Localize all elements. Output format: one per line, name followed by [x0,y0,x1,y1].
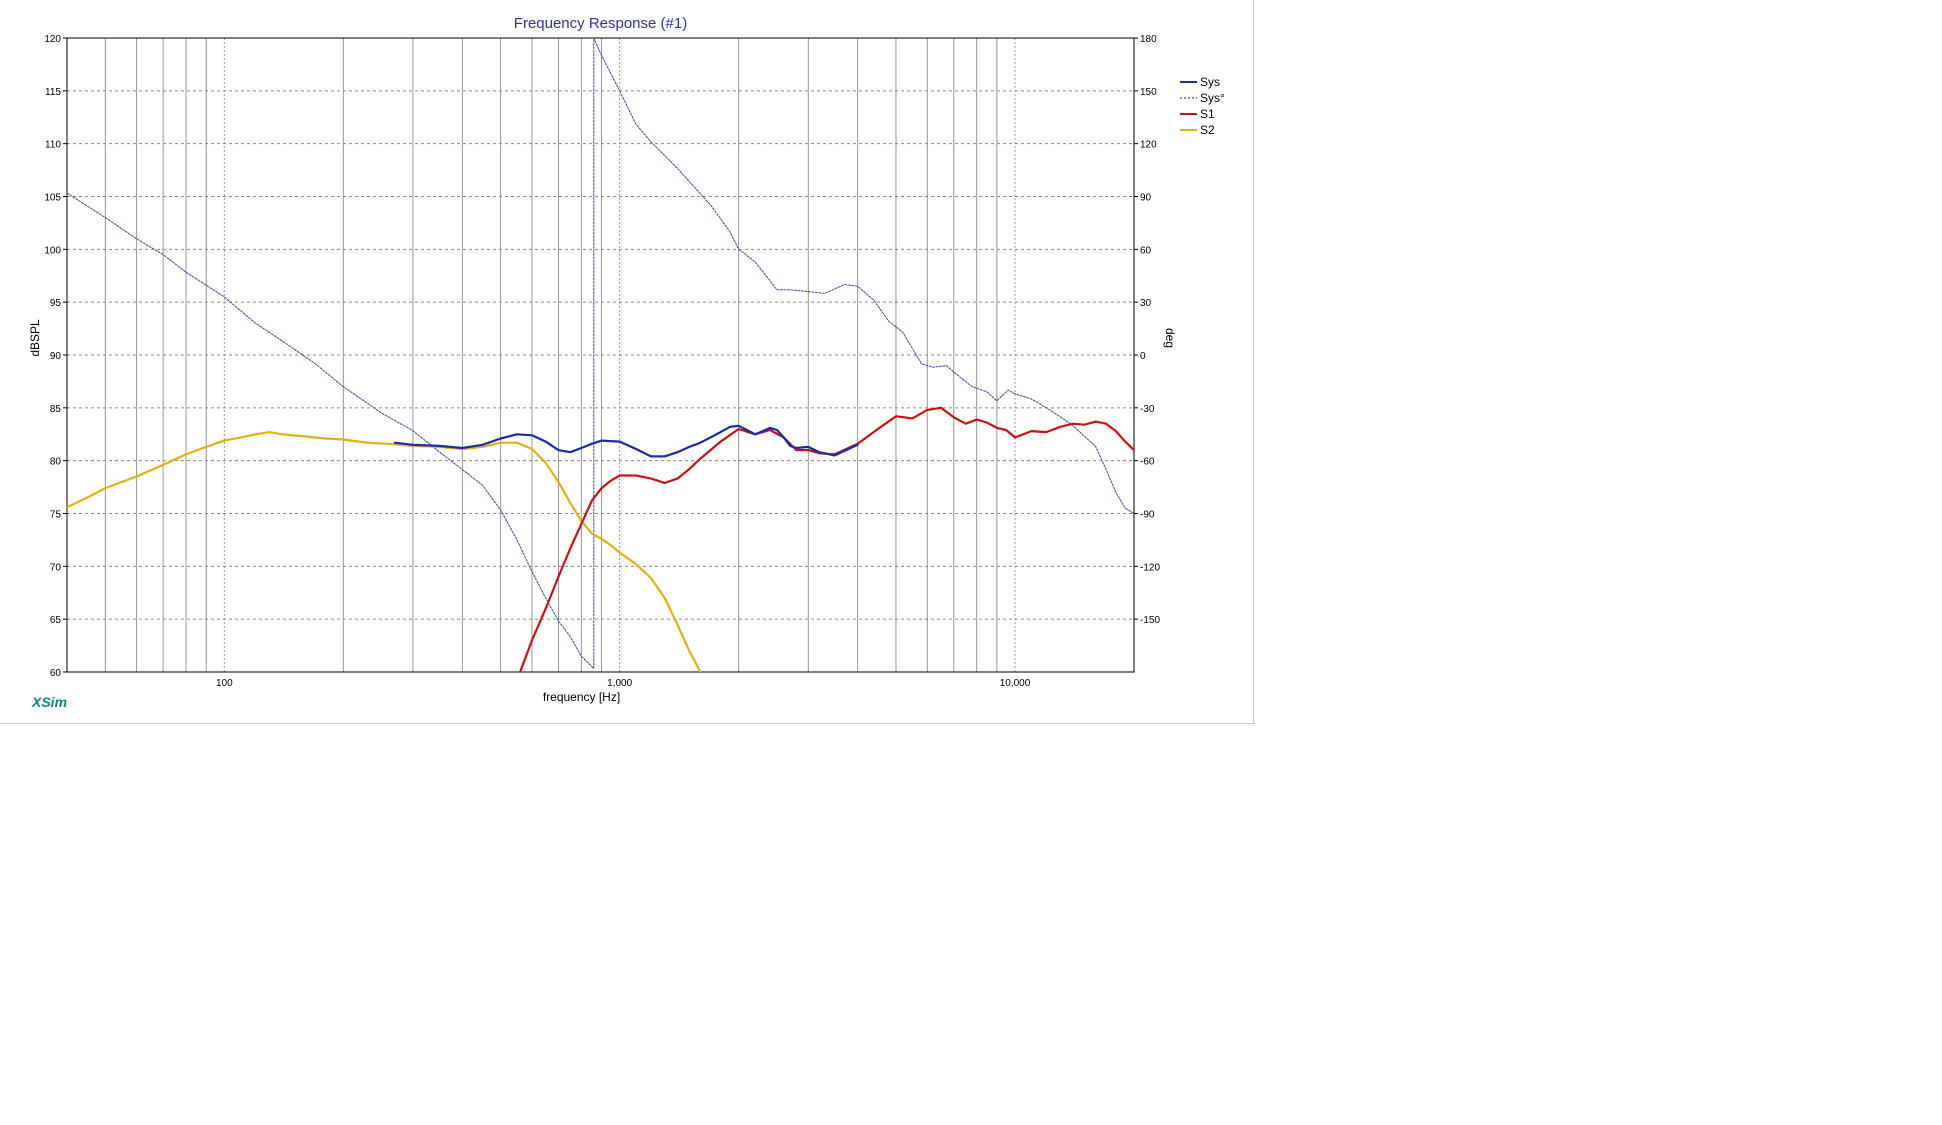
frequency-response-chart: Frequency Response (#1) dBSPL deg freque… [28,15,1225,704]
y-tick-label: 70 [50,562,62,573]
y2-axis-label: deg [1163,328,1177,348]
y-tick-label: 75 [50,510,62,521]
axis-ticks: 60 65 70 75 80 85 90 95 100 105 110 115 120 -150 -120 -… [44,34,1160,689]
y2-tick-label: -150 [1140,615,1160,626]
y2-tick-label: 0 [1140,351,1146,362]
y-tick-label: 120 [44,34,61,45]
y2-tick-label: -120 [1140,562,1160,573]
y2-tick-label: -90 [1140,510,1155,521]
x-tick-label: 100 [216,678,233,689]
y2-tick-label: 120 [1140,140,1157,151]
y-tick-label: 105 [44,193,61,204]
series-line-sys [393,424,859,458]
y2-tick-label: -60 [1140,457,1155,468]
y-tick-label: 65 [50,615,62,626]
chart-title: Frequency Response (#1) [514,15,687,32]
legend-label: S2 [1200,123,1215,137]
xsim-brand: XSim [32,694,68,710]
x-tick-label: 1,000 [607,678,632,689]
y-tick-label: 90 [50,351,62,362]
y-tick-label: 110 [45,140,61,151]
series-line-s1 [518,406,1134,672]
grid [66,38,1135,672]
y2-tick-label: 30 [1140,298,1152,309]
x-axis-label: frequency [Hz] [543,690,620,704]
y-tick-label: 115 [45,87,61,98]
series-line-s2 [67,431,702,672]
legend-label: Sys [1200,75,1220,89]
y-tick-label: 80 [50,457,62,468]
x-tick-label: 10,000 [1000,678,1031,689]
y2-tick-label: 90 [1140,193,1152,204]
legend-label: Sys° [1200,91,1225,105]
y2-tick-label: 60 [1140,245,1152,256]
y2-tick-label: 150 [1140,87,1157,98]
y-tick-label: 100 [44,245,61,256]
y-axis-label: dBSPL [28,319,42,357]
y2-tick-label: -30 [1140,404,1155,415]
legend: Sys Sys° S1 S2 [1180,75,1225,137]
series-line-sys-phase [67,38,1134,669]
y-tick-label: 60 [50,668,62,679]
chart-window: Frequency Response (#1) dBSPL deg freque… [0,0,1254,724]
y-tick-label: 85 [50,404,62,415]
series-layer [67,38,1134,672]
legend-label: S1 [1200,107,1215,121]
y2-tick-label: 180 [1140,34,1157,45]
y-tick-label: 95 [50,298,62,309]
